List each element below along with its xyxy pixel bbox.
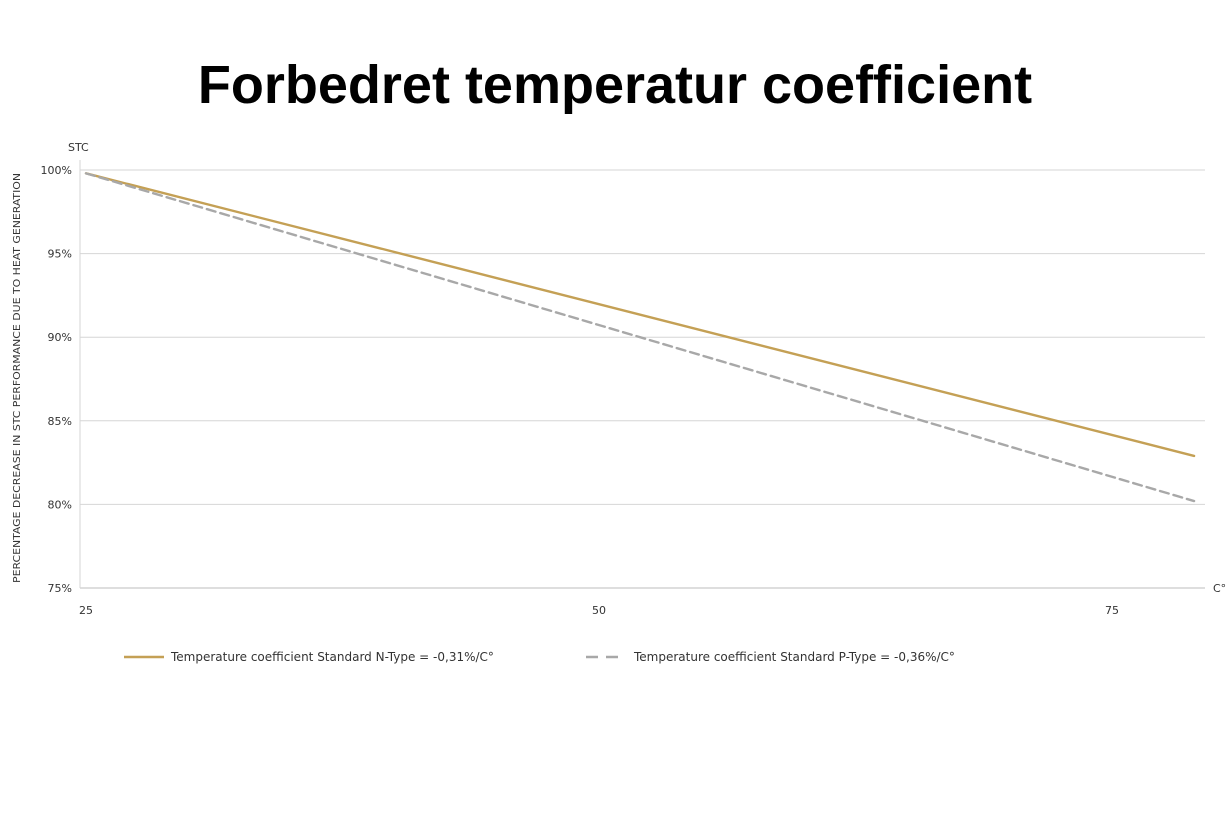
y-tick-label: 75% — [48, 582, 72, 595]
y-tick-label: 80% — [48, 498, 72, 511]
axes: 100% 95% 90% 85% 80% 75% 25 50 75 STC C° PERCENTAGE… — [12, 141, 1226, 617]
y-tick-label: 85% — [48, 415, 72, 428]
y-axis-top-label: STC — [68, 141, 89, 154]
series-line-n-type — [84, 172, 1196, 458]
y-tick-label: 95% — [48, 248, 72, 261]
x-tick-label: 25 — [79, 604, 93, 617]
series-lines — [84, 172, 1196, 503]
legend: Temperature coefficient Standard N-Type … — [124, 650, 955, 664]
y-axis-title: PERCENTAGE DECREASE IN STC PERFORMANCE D… — [12, 173, 23, 583]
page-title: Forbedret temperatur coefficient — [197, 55, 1033, 115]
x-axis-unit-label: C° — [1213, 582, 1226, 595]
grid-lines — [79, 160, 1205, 589]
x-tick-label: 50 — [592, 604, 606, 617]
y-tick-label: 90% — [48, 331, 72, 344]
legend-label: Temperature coefficient Standard N-Type … — [170, 650, 494, 664]
x-tick-label: 75 — [1105, 604, 1119, 617]
series-line-p-type — [84, 172, 1196, 503]
legend-label: Temperature coefficient Standard P-Type … — [633, 650, 955, 664]
y-tick-label: 100% — [41, 164, 72, 177]
